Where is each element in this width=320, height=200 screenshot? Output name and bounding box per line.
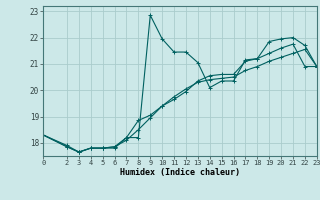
X-axis label: Humidex (Indice chaleur): Humidex (Indice chaleur) — [120, 168, 240, 177]
